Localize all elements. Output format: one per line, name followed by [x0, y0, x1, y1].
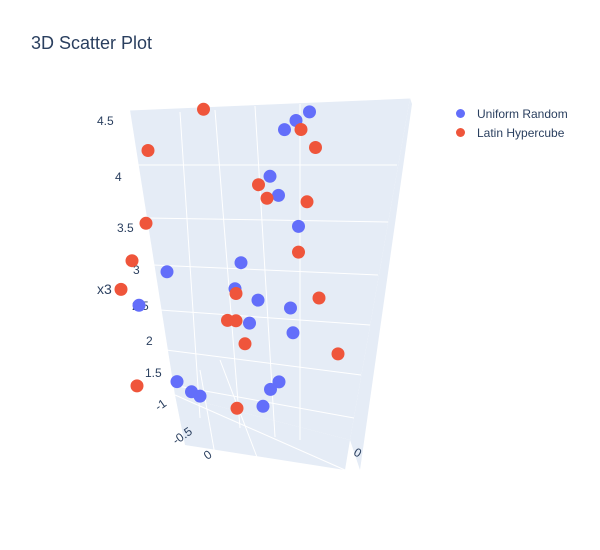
latin-hypercube-point-9[interactable] [125, 254, 139, 268]
uniform-random-point-7[interactable] [234, 256, 248, 270]
z-tick-1.5: 1.5 [145, 366, 162, 380]
legend-marker-latin [456, 128, 465, 137]
latin-hypercube-point-3[interactable] [141, 144, 155, 157]
latin-hypercube-point-6[interactable] [300, 195, 314, 209]
legend[interactable]: Uniform Random Latin Hypercube [450, 104, 568, 142]
uniform-random-point-15[interactable] [264, 382, 277, 396]
latin-hypercube-point-0[interactable] [197, 102, 210, 116]
z-tick-4.5: 4.5 [97, 114, 114, 128]
latin-hypercube-point-18[interactable] [230, 401, 244, 415]
right-wall [350, 98, 412, 470]
uniform-random-point-6[interactable] [160, 265, 174, 279]
latin-hypercube-point-5[interactable] [260, 191, 274, 205]
z-tick-3.5: 3.5 [117, 221, 134, 235]
uniform-random-point-5[interactable] [292, 219, 305, 233]
latin-hypercube-point-8[interactable] [292, 245, 305, 259]
latin-hypercube-point-17[interactable] [130, 379, 144, 393]
z-axis-ticks: 4.5 4 3.5 3 2.5 2 1.5 [97, 114, 162, 380]
latin-hypercube-point-14[interactable] [229, 314, 243, 328]
latin-hypercube-point-4[interactable] [252, 178, 265, 192]
legend-item-uniform-random[interactable]: Uniform Random [450, 104, 568, 123]
uniform-random-point-19[interactable] [256, 399, 270, 413]
legend-marker-uniform [456, 109, 465, 118]
uniform-random-point-2[interactable] [278, 123, 291, 137]
z-tick-2: 2 [146, 334, 153, 348]
x-tick-neg1: -1 [152, 396, 169, 414]
uniform-random-point-12[interactable] [243, 316, 256, 330]
z-axis-label: x3 [97, 281, 112, 297]
uniform-random-point-18[interactable] [193, 389, 207, 403]
uniform-random-point-13[interactable] [286, 326, 300, 340]
chart-title: 3D Scatter Plot [31, 33, 153, 53]
latin-hypercube-point-11[interactable] [312, 291, 326, 305]
z-tick-3: 3 [133, 263, 140, 277]
uniform-random-point-9[interactable] [251, 293, 265, 307]
uniform-random-point-10[interactable] [132, 298, 146, 312]
data-markers[interactable] [114, 102, 345, 415]
uniform-random-point-16[interactable] [170, 375, 184, 389]
x-tick-0: 0 [201, 447, 215, 462]
legend-label-uniform: Uniform Random [477, 106, 568, 121]
latin-hypercube-point-7[interactable] [139, 216, 153, 230]
latin-hypercube-point-16[interactable] [331, 347, 345, 361]
latin-hypercube-point-1[interactable] [294, 123, 308, 136]
latin-hypercube-point-15[interactable] [238, 337, 252, 351]
uniform-random-point-4[interactable] [272, 188, 285, 202]
latin-hypercube-point-10[interactable] [229, 287, 243, 300]
uniform-random-point-3[interactable] [263, 169, 277, 183]
uniform-random-point-0[interactable] [303, 105, 316, 119]
latin-hypercube-point-2[interactable] [309, 141, 322, 154]
z-tick-4: 4 [115, 170, 122, 184]
floor [175, 395, 350, 470]
legend-item-latin-hypercube[interactable]: Latin Hypercube [450, 123, 568, 142]
legend-label-latin: Latin Hypercube [477, 125, 565, 140]
latin-hypercube-point-12[interactable] [114, 282, 128, 296]
uniform-random-point-11[interactable] [284, 301, 297, 315]
uniform-random-point-14[interactable] [272, 375, 286, 389]
